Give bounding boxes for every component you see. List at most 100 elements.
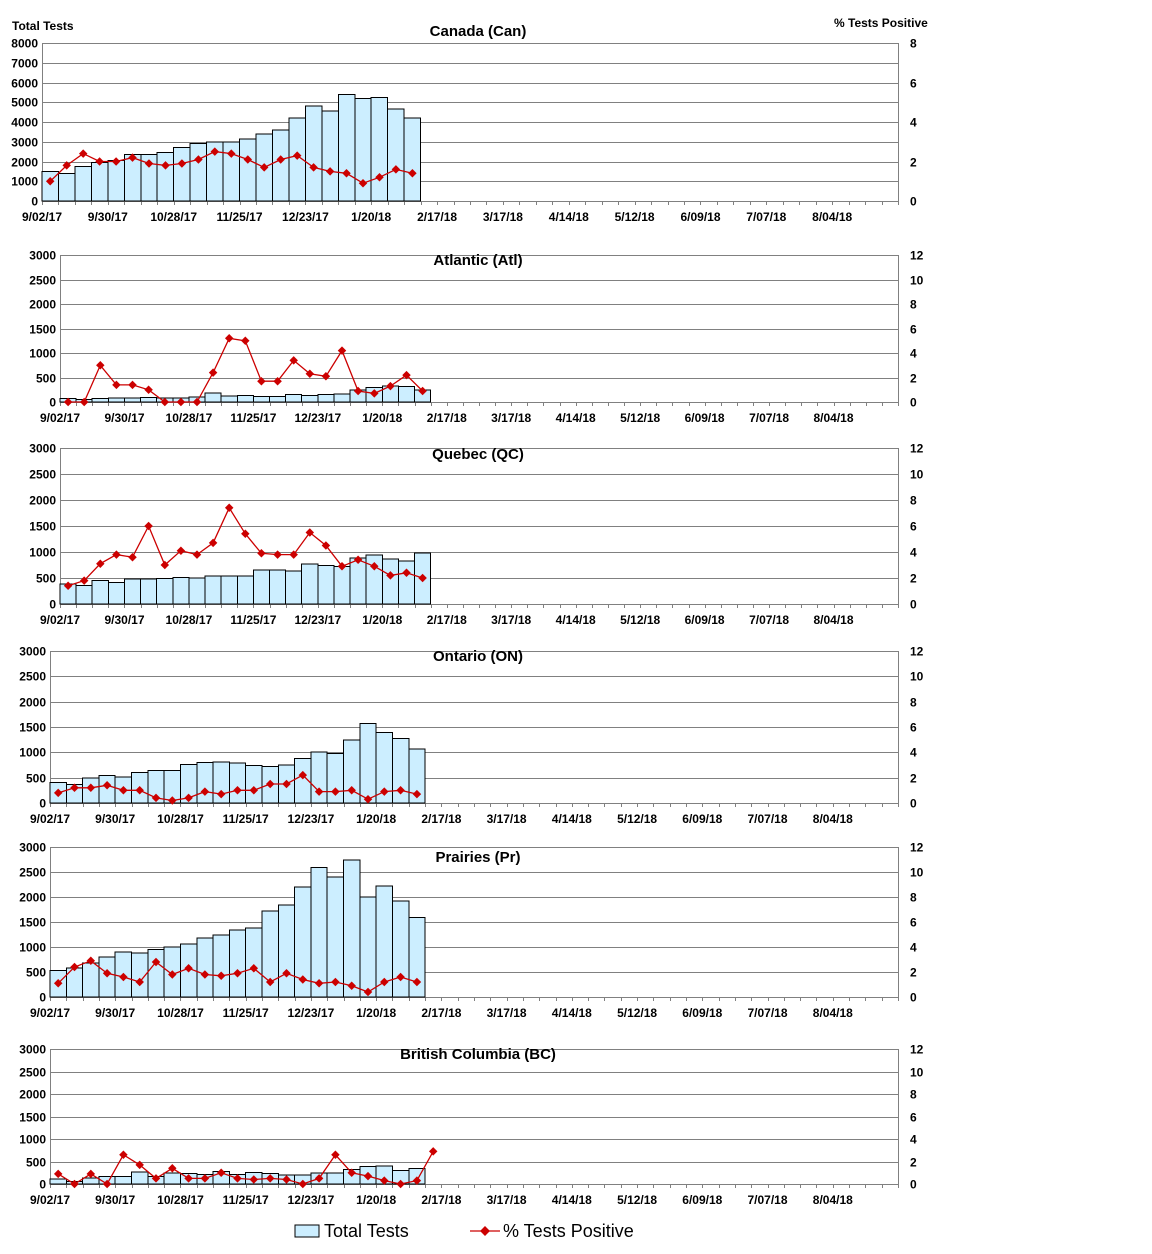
y-right-tick-label: 6 xyxy=(910,916,917,930)
y-left-tick-label: 0 xyxy=(39,797,46,811)
x-tick-label: 5/12/18 xyxy=(617,1193,657,1207)
total-tests-bar xyxy=(188,577,206,605)
x-tick-label: 5/12/18 xyxy=(615,210,655,224)
x-tick-label: 6/09/18 xyxy=(680,210,720,224)
y-right-tick-label: 6 xyxy=(910,77,917,91)
y-right-tick-label: 8 xyxy=(910,298,917,312)
y-right-tick-label: 2 xyxy=(910,156,917,170)
total-tests-bar xyxy=(236,575,254,605)
total-tests-bar xyxy=(204,392,222,403)
percent-positive-point xyxy=(331,787,340,796)
total-tests-bar xyxy=(252,396,270,403)
y-left-tick-label: 1000 xyxy=(19,941,46,955)
x-tick-label: 11/25/17 xyxy=(223,1006,269,1020)
total-tests-bar xyxy=(107,397,125,403)
percent-positive-point xyxy=(331,1150,340,1160)
y-right-tick-label: 6 xyxy=(910,520,917,534)
percent-positive-point xyxy=(321,541,331,550)
y-left-tick-label: 6000 xyxy=(11,77,38,91)
total-tests-bar xyxy=(124,397,142,403)
percent-positive-point xyxy=(128,153,137,162)
legend-bar-label: Total Tests xyxy=(324,1221,409,1241)
y-left-tick-label: 0 xyxy=(39,1178,46,1192)
total-tests-bar xyxy=(392,900,410,998)
y-right-axis-title: % Tests Positive xyxy=(834,16,928,30)
y-right-tick-label: 4 xyxy=(910,941,917,955)
x-tick-label: 8/04/18 xyxy=(813,1006,853,1020)
y-left-tick-label: 1500 xyxy=(29,323,56,337)
x-tick-label: 10/28/17 xyxy=(157,1193,204,1207)
x-tick-label: 9/02/17 xyxy=(22,210,62,224)
total-tests-bar xyxy=(172,577,190,605)
y-left-tick-label: 500 xyxy=(26,1156,46,1170)
percent-positive-point xyxy=(289,356,298,365)
percent-positive-point xyxy=(380,787,389,796)
y-left-tick-label: 2000 xyxy=(19,891,46,905)
percent-positive-point xyxy=(314,787,324,796)
percent-positive-point xyxy=(208,538,218,548)
y-right-tick-label: 12 xyxy=(910,1043,924,1057)
percent-positive-point xyxy=(161,161,170,170)
y-left-tick-label: 1500 xyxy=(29,520,56,534)
percent-positive-point xyxy=(292,151,302,160)
x-tick-label: 12/23/17 xyxy=(282,210,329,224)
percent-positive-point xyxy=(342,169,351,178)
total-tests-bar xyxy=(359,896,377,998)
percent-positive-point xyxy=(243,155,253,164)
percent-positive-point xyxy=(224,334,234,343)
total-tests-bar xyxy=(90,162,109,202)
x-tick-label: 9/30/17 xyxy=(104,411,144,425)
x-tick-label: 12/23/17 xyxy=(294,613,341,627)
percent-positive-point xyxy=(168,1164,177,1173)
y-right-tick-label: 8 xyxy=(910,37,917,51)
x-tick-label: 1/20/18 xyxy=(362,411,402,425)
chart-title: Quebec (QC) xyxy=(432,446,524,463)
x-tick-label: 6/09/18 xyxy=(682,1193,722,1207)
x-tick-label: 2/17/18 xyxy=(427,411,467,425)
percent-positive-point xyxy=(337,562,347,571)
x-tick-label: 9/30/17 xyxy=(95,1193,135,1207)
total-tests-bar xyxy=(337,93,356,202)
x-tick-label: 1/20/18 xyxy=(356,812,396,826)
legend: Total Tests % Tests Positive xyxy=(294,1221,634,1241)
percent-positive-point xyxy=(418,573,427,583)
total-tests-bar xyxy=(301,395,319,403)
percent-positive-point xyxy=(386,381,395,391)
total-tests-bar xyxy=(74,165,92,202)
total-tests-bar xyxy=(189,143,208,202)
y-right-tick-label: 0 xyxy=(910,396,917,410)
percent-positive-point xyxy=(363,1171,373,1181)
y-right-tick-label: 2 xyxy=(910,966,917,980)
x-tick-label: 5/12/18 xyxy=(620,411,660,425)
chart-panel-5: 0 500 1000 1500 2000 2500 3000 0 2 4 6 8 10 12 9/02/17… xyxy=(19,841,923,1021)
y-left-tick-label: 1500 xyxy=(19,1111,46,1125)
total-tests-bar xyxy=(269,569,287,605)
chart-panel-6: 0 500 1000 1500 2000 2500 3000 0 2 4 6 8 10 12 9/02/17… xyxy=(19,1043,923,1208)
chart-panel-4: 0 500 1000 1500 2000 2500 3000 0 2 4 6 8 10 12 9/02/17… xyxy=(19,645,923,827)
x-tick-label: 6/09/18 xyxy=(685,411,725,425)
total-tests-bar xyxy=(220,575,238,605)
x-tick-label: 7/07/18 xyxy=(749,613,789,627)
x-tick-label: 9/02/17 xyxy=(30,1006,70,1020)
percent-positive-point xyxy=(210,147,220,156)
percent-positive-point xyxy=(257,376,266,386)
total-tests-bar xyxy=(196,937,214,998)
percent-positive-point xyxy=(331,977,340,987)
y-left-tick-label: 2000 xyxy=(11,156,38,170)
x-tick-label: 10/28/17 xyxy=(166,613,213,627)
x-tick-label: 8/04/18 xyxy=(813,613,853,627)
x-tick-label: 5/12/18 xyxy=(617,1006,657,1020)
percent-positive-point xyxy=(412,789,422,799)
percent-positive-point xyxy=(265,779,275,789)
percent-positive-point xyxy=(144,521,153,531)
total-tests-bar xyxy=(58,172,76,202)
x-tick-label: 4/14/18 xyxy=(552,812,592,826)
y-right-tick-label: 10 xyxy=(910,274,924,288)
y-left-tick-label: 0 xyxy=(49,396,56,410)
x-tick-label: 9/30/17 xyxy=(95,812,135,826)
percent-positive-point xyxy=(402,568,411,578)
total-tests-bar xyxy=(321,110,339,202)
total-tests-bar xyxy=(124,578,142,605)
y-left-tick-label: 2500 xyxy=(19,1066,46,1080)
y-right-tick-label: 6 xyxy=(910,323,917,337)
